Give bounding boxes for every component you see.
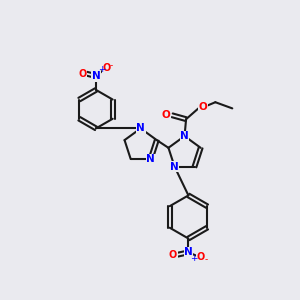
Text: N: N <box>92 71 100 81</box>
Text: N: N <box>180 131 189 141</box>
Text: O: O <box>169 250 177 260</box>
Text: O: O <box>162 110 170 120</box>
Text: N: N <box>146 154 155 164</box>
Text: N: N <box>170 162 179 172</box>
Text: O: O <box>196 252 205 262</box>
Text: N: N <box>136 123 145 134</box>
Text: +: + <box>190 254 197 263</box>
Text: -: - <box>110 61 113 70</box>
Text: N: N <box>184 248 193 257</box>
Text: O: O <box>78 69 86 79</box>
Text: -: - <box>205 255 208 264</box>
Text: +: + <box>98 65 105 74</box>
Text: O: O <box>103 63 111 73</box>
Text: O: O <box>199 102 207 112</box>
